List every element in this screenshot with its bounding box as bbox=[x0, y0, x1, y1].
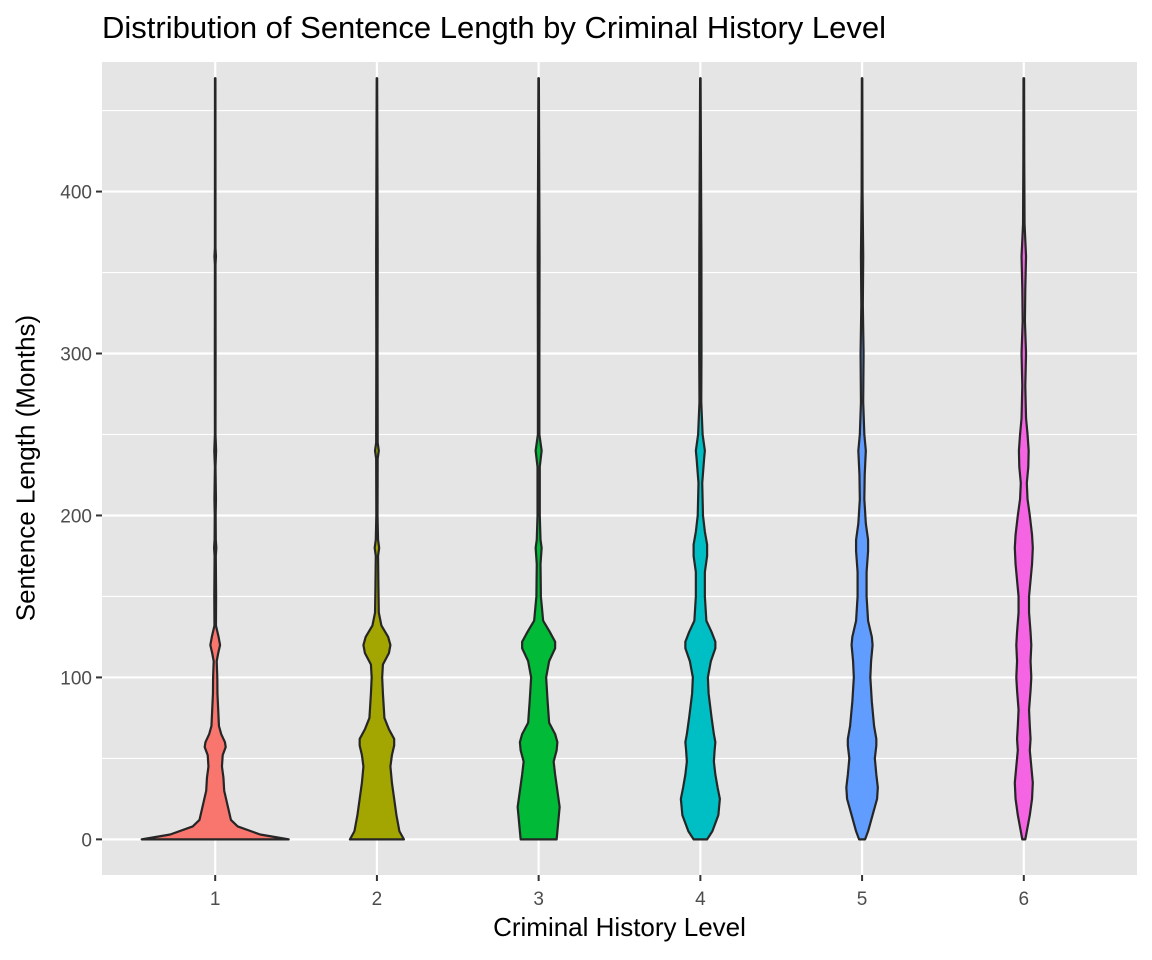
x-tick-label: 5 bbox=[857, 889, 868, 910]
violin-6 bbox=[1013, 77, 1034, 841]
minor-gridlines bbox=[102, 110, 1137, 759]
violin-3 bbox=[516, 77, 561, 841]
violin-4 bbox=[679, 77, 721, 841]
y-axis-label: Sentence Length (Months) bbox=[10, 314, 41, 622]
y-tick-label: 400 bbox=[60, 183, 92, 204]
y-tick-label: 200 bbox=[60, 506, 92, 527]
x-tick-label: 3 bbox=[533, 889, 544, 910]
violin-2 bbox=[348, 77, 406, 841]
violin-layer bbox=[140, 77, 1034, 841]
y-tick-label: 0 bbox=[81, 830, 92, 851]
x-tick-label: 4 bbox=[695, 889, 706, 910]
x-tick-label: 2 bbox=[372, 889, 383, 910]
x-axis: 1 2 3 4 5 6 bbox=[210, 875, 1029, 910]
violin-1 bbox=[140, 77, 290, 841]
y-tick-label: 100 bbox=[60, 668, 92, 689]
violin-5 bbox=[845, 77, 879, 841]
chart-title: Distribution of Sentence Length by Crimi… bbox=[102, 10, 886, 45]
x-axis-label: Criminal History Level bbox=[493, 912, 746, 942]
y-axis: 0 100 200 300 400 bbox=[60, 183, 102, 851]
plot-panel bbox=[102, 62, 1137, 875]
x-tick-label: 1 bbox=[210, 889, 221, 910]
x-tick-label: 6 bbox=[1019, 889, 1030, 910]
y-tick-label: 300 bbox=[60, 345, 92, 366]
